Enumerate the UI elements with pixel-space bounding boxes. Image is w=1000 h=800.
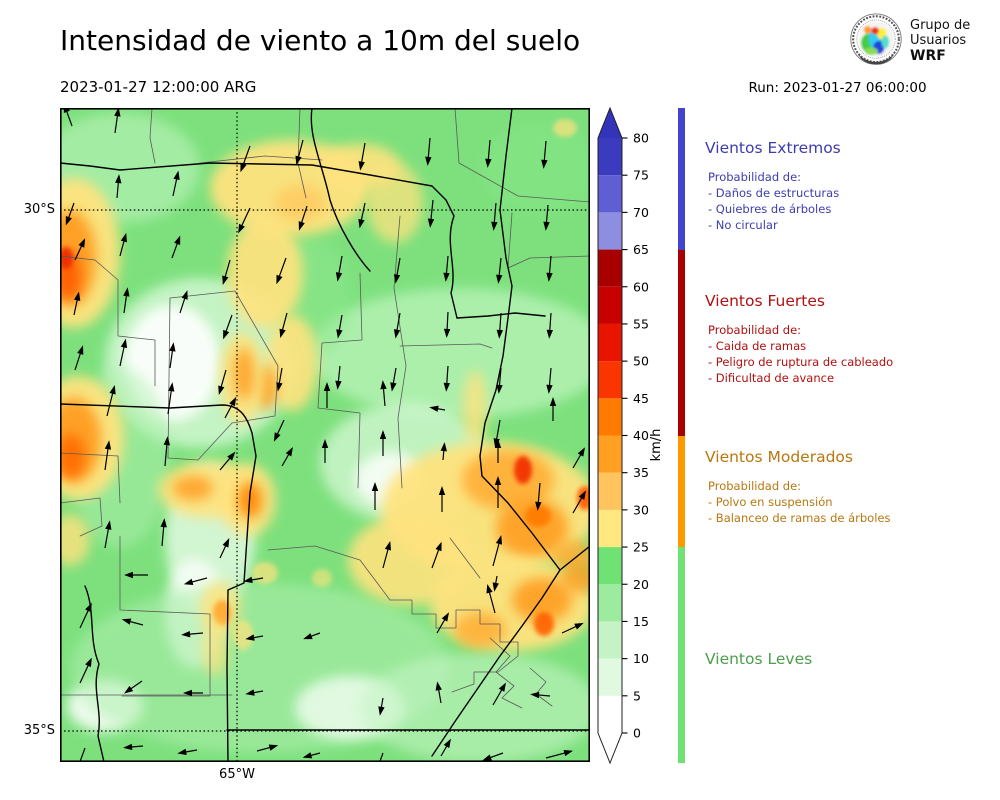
- legend-intro-moderados: Probabilidad de:: [708, 479, 802, 493]
- svg-text:55: 55: [633, 316, 649, 331]
- svg-text:75: 75: [633, 168, 649, 183]
- svg-text:15: 15: [633, 614, 649, 629]
- legend-strip-moderados: [678, 435, 685, 548]
- wind-intensity-map: [60, 108, 590, 762]
- logo-line2: Usuarios: [910, 33, 967, 49]
- svg-text:20: 20: [633, 577, 649, 592]
- map-border: [60, 108, 590, 762]
- legend-intro-fuertes: Probabilidad de:: [708, 323, 802, 337]
- legend-item: - Peligro de ruptura de cableado: [708, 355, 894, 369]
- legend-intro-extremos: Probabilidad de:: [708, 170, 802, 184]
- colorbar-unit-label: km/h: [649, 429, 664, 462]
- svg-text:70: 70: [633, 205, 649, 220]
- colorbar: 0 5 10 15 20 25 30 35 40 45 50 55 60 65 70 75 80 km/h: [597, 106, 664, 765]
- svg-text:30: 30: [633, 502, 649, 517]
- lon-label-65w: 65°W: [219, 767, 255, 782]
- legend-strip-fuertes: [678, 249, 685, 436]
- legend-item: - Dificultad de avance: [708, 371, 835, 385]
- svg-text:80: 80: [633, 131, 649, 146]
- run-datetime: Run: 2023-01-27 06:00:00: [748, 80, 927, 96]
- legend-title-leves: Vientos Leves: [705, 650, 813, 668]
- svg-text:60: 60: [633, 279, 649, 294]
- svg-text:5: 5: [633, 688, 641, 703]
- page-title: Intensidad de viento a 10m del suelo: [60, 24, 581, 57]
- wrf-globe-icon: [850, 13, 902, 65]
- wrf-logo-text: Grupo de Usuarios WRF: [910, 18, 970, 65]
- wrf-logo: Grupo de Usuarios WRF: [848, 12, 970, 70]
- svg-text:50: 50: [633, 354, 649, 369]
- svg-text:10: 10: [633, 651, 649, 666]
- lat-label-30s: 30°S: [23, 202, 55, 217]
- legend-item: - No circular: [708, 218, 778, 232]
- valid-datetime: 2023-01-27 12:00:00 ARG: [60, 78, 257, 96]
- legend-section-moderados: Vientos Moderados Probabilidad de: - Pol…: [705, 448, 995, 526]
- svg-text:65: 65: [633, 242, 649, 257]
- legend-section-leves: Vientos Leves: [705, 650, 995, 668]
- logo-line1: Grupo de: [910, 17, 971, 33]
- wind-vector-arrows: [63, 108, 586, 762]
- lat-label-35s: 35°S: [23, 723, 55, 738]
- legend-item: - Polvo en suspensión: [708, 495, 833, 509]
- legend-title-extremos: Vientos Extremos: [705, 139, 841, 157]
- legend-title-moderados: Vientos Moderados: [705, 448, 853, 466]
- legend-section-extremos: Vientos Extremos Probabilidad de: - Daño…: [705, 139, 995, 233]
- legend-section-fuertes: Vientos Fuertes Probabilidad de: - Caida…: [705, 292, 995, 386]
- legend-item: - Daños de estructuras: [708, 186, 840, 200]
- svg-text:25: 25: [633, 540, 649, 555]
- legend-strip-extremos: [678, 108, 685, 250]
- province-boundaries: [60, 108, 590, 762]
- legend-title-fuertes: Vientos Fuertes: [705, 292, 825, 310]
- legend-item: - Quiebres de árboles: [708, 202, 832, 216]
- svg-text:40: 40: [633, 428, 649, 443]
- legend-strip-leves: [678, 547, 685, 763]
- legend-item: - Caida de ramas: [708, 339, 807, 353]
- legend-item: - Balanceo de ramas de árboles: [708, 511, 891, 525]
- svg-text:45: 45: [633, 391, 649, 406]
- logo-line3: WRF: [910, 47, 946, 64]
- svg-text:0: 0: [633, 726, 641, 741]
- svg-text:35: 35: [633, 465, 649, 480]
